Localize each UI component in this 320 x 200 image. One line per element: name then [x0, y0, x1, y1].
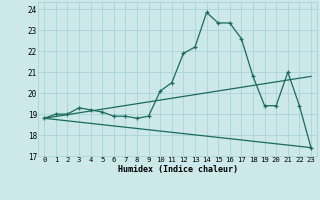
X-axis label: Humidex (Indice chaleur): Humidex (Indice chaleur) — [118, 165, 238, 174]
